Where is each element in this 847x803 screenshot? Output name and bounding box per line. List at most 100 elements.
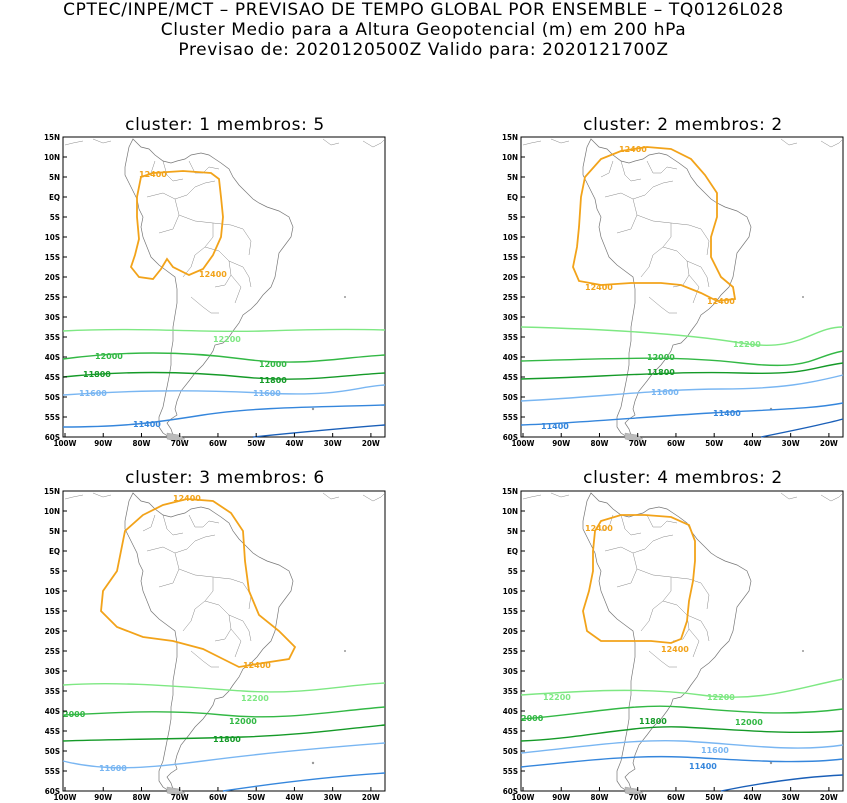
- lat-tick-label: 35S: [503, 687, 518, 696]
- panel-2-label-12400c: 12400: [707, 297, 735, 306]
- lat-tick-label: 60S: [45, 787, 60, 796]
- panel-2-contour-11400: [520, 402, 844, 426]
- panel-2-frame: [520, 136, 844, 438]
- panel-1-frame: [62, 136, 386, 438]
- lat-tick-label: 30S: [45, 667, 60, 676]
- lat-tick-label: 25S: [45, 647, 60, 656]
- panel-3-label-12400b: 12400: [243, 661, 271, 670]
- lon-tick-label: 90W: [94, 439, 112, 448]
- panel-1-contour-12400: [129, 170, 224, 280]
- panel-1-title: cluster: 1 membros: 5: [125, 115, 325, 135]
- lat-tick-label: 15S: [503, 253, 518, 262]
- lat-tick-label: 30S: [503, 313, 518, 322]
- lon-tick-label: 100W: [512, 793, 535, 802]
- lon-tick-label: 60W: [209, 793, 227, 802]
- panel-2-contour-12000: [520, 350, 844, 367]
- lat-tick-label: 55S: [45, 767, 60, 776]
- panel-2-label-11600: 11600: [651, 388, 679, 397]
- panel-1-label-11600b: 11600: [253, 389, 281, 398]
- panel-4-frame: [520, 490, 844, 792]
- lat-tick-label: 15N: [502, 487, 518, 496]
- lat-tick-label: 15S: [503, 607, 518, 616]
- panel-3-label-12400a: 12400: [173, 494, 201, 503]
- lat-tick-label: 25S: [503, 293, 518, 302]
- panel-1-label-11400: 11400: [133, 420, 161, 429]
- lat-tick-label: 5N: [507, 527, 518, 536]
- panel-4-label-12200a: 12200: [543, 693, 571, 702]
- panel-4-label-11600: 11600: [701, 746, 729, 755]
- lat-tick-label: 5N: [507, 173, 518, 182]
- lat-tick-label: 25S: [45, 293, 60, 302]
- panel-3-contour-11400: [222, 772, 386, 792]
- panel-1-contour-12000: [62, 352, 386, 363]
- panel-3-label-12200: 12200: [241, 694, 269, 703]
- lat-tick-label: EQ: [507, 193, 518, 202]
- panel-3-label-12000b: 12000: [229, 717, 257, 726]
- panel-4-title: cluster: 4 membros: 2: [583, 468, 783, 488]
- panel-4-label-11400: 11400: [689, 762, 717, 771]
- lat-tick-label: 35S: [45, 687, 60, 696]
- panel-4-label-12000b: 12000: [735, 718, 763, 727]
- panel-1-label-11600a: 11600: [79, 389, 107, 398]
- lon-tick-label: 30W: [782, 439, 800, 448]
- lon-tick-label: 70W: [629, 439, 647, 448]
- panel-3-label-12000a: 2000: [63, 710, 86, 719]
- panel-4-label-12000a: 2000: [521, 714, 544, 723]
- lat-tick-label: 60S: [503, 787, 518, 796]
- lat-tick-label: 15N: [502, 133, 518, 142]
- lon-tick-label: 90W: [552, 439, 570, 448]
- lon-tick-label: 70W: [171, 793, 189, 802]
- lat-tick-label: 35S: [45, 333, 60, 342]
- panel-2-contour-12200: [520, 326, 844, 346]
- panel-3-lon-axis: 100W 90W 80W 70W 60W 50W 40W 30W 20W: [54, 787, 380, 802]
- panel-2-label-12400a: 12400: [619, 145, 647, 154]
- lat-tick-label: 10S: [45, 587, 60, 596]
- panel-4-label-11800: 11800: [639, 717, 667, 726]
- lat-tick-label: 50S: [45, 747, 60, 756]
- panel-1-contour-12200: [62, 328, 386, 333]
- lon-tick-label: 30W: [324, 793, 342, 802]
- lat-tick-label: 20S: [503, 273, 518, 282]
- lon-tick-label: 80W: [590, 793, 608, 802]
- lon-tick-label: 50W: [705, 439, 723, 448]
- panel-2-lon-axis: 100W 90W 80W 70W 60W 50W 40W 30W 20W: [512, 433, 838, 448]
- lat-tick-label: 15N: [44, 133, 60, 142]
- lon-tick-label: 80W: [132, 793, 150, 802]
- panel-2-lat-axis: 15N 10N 5N EQ 5S 10S 15S 20S 25S 30S 35S 40S 45S 50S 5…: [502, 133, 525, 442]
- panel-3-contour-11800: [62, 724, 386, 742]
- panel-1-label-12000a: 12000: [95, 352, 123, 361]
- lat-tick-label: EQ: [507, 547, 518, 556]
- lat-tick-label: 5S: [50, 567, 60, 576]
- lat-tick-label: 15N: [44, 487, 60, 496]
- lat-tick-label: 5S: [50, 213, 60, 222]
- lat-tick-label: 60S: [45, 433, 60, 442]
- lat-tick-label: EQ: [49, 193, 60, 202]
- panel-4-label-12200b: 12200: [707, 693, 735, 702]
- panel-1-lat-axis: 15N 10N 5N EQ 5S 10S 15S 20S 25S 30S 35S 40S 45S 50S 5…: [44, 133, 67, 442]
- lat-tick-label: 10N: [502, 507, 518, 516]
- lon-tick-label: 60W: [209, 439, 227, 448]
- panel-4-lon-axis: 100W 90W 80W 70W 60W 50W 40W 30W 20W: [512, 787, 838, 802]
- lat-tick-label: 15S: [45, 607, 60, 616]
- lon-tick-label: 40W: [285, 439, 303, 448]
- panel-4-contour-12000: [520, 705, 844, 720]
- lon-tick-label: 100W: [54, 793, 77, 802]
- panel-4-lat-axis: 15N 10N 5N EQ 5S 10S 15S 20S 25S 30S 35S 40S 45S 50S 5…: [502, 487, 525, 796]
- lat-tick-label: 30S: [45, 313, 60, 322]
- lon-tick-label: 20W: [820, 793, 838, 802]
- lon-tick-label: 50W: [705, 793, 723, 802]
- panel-2-label-11400b: 11400: [713, 409, 741, 418]
- panel-1-label-12400a: 12400: [139, 170, 167, 179]
- lon-tick-label: 20W: [362, 439, 380, 448]
- lat-tick-label: 40S: [45, 353, 60, 362]
- panel-4-map: 12400 12400 12200 12200 2000 12000 11800…: [502, 487, 844, 802]
- lat-tick-label: 20S: [45, 273, 60, 282]
- panel-3-frame: [62, 490, 386, 792]
- lat-tick-label: 10N: [502, 153, 518, 162]
- panel-4-contour-12200: [520, 678, 844, 698]
- panel-1-contour-11200: [252, 424, 386, 438]
- panel-2-contour-11600: [520, 374, 844, 402]
- figure-header: CPTEC/INPE/MCT – PREVISAO DE TEMPO GLOBA…: [0, 0, 847, 60]
- lat-tick-label: 45S: [503, 373, 518, 382]
- panel-3-title: cluster: 3 membros: 6: [125, 468, 325, 488]
